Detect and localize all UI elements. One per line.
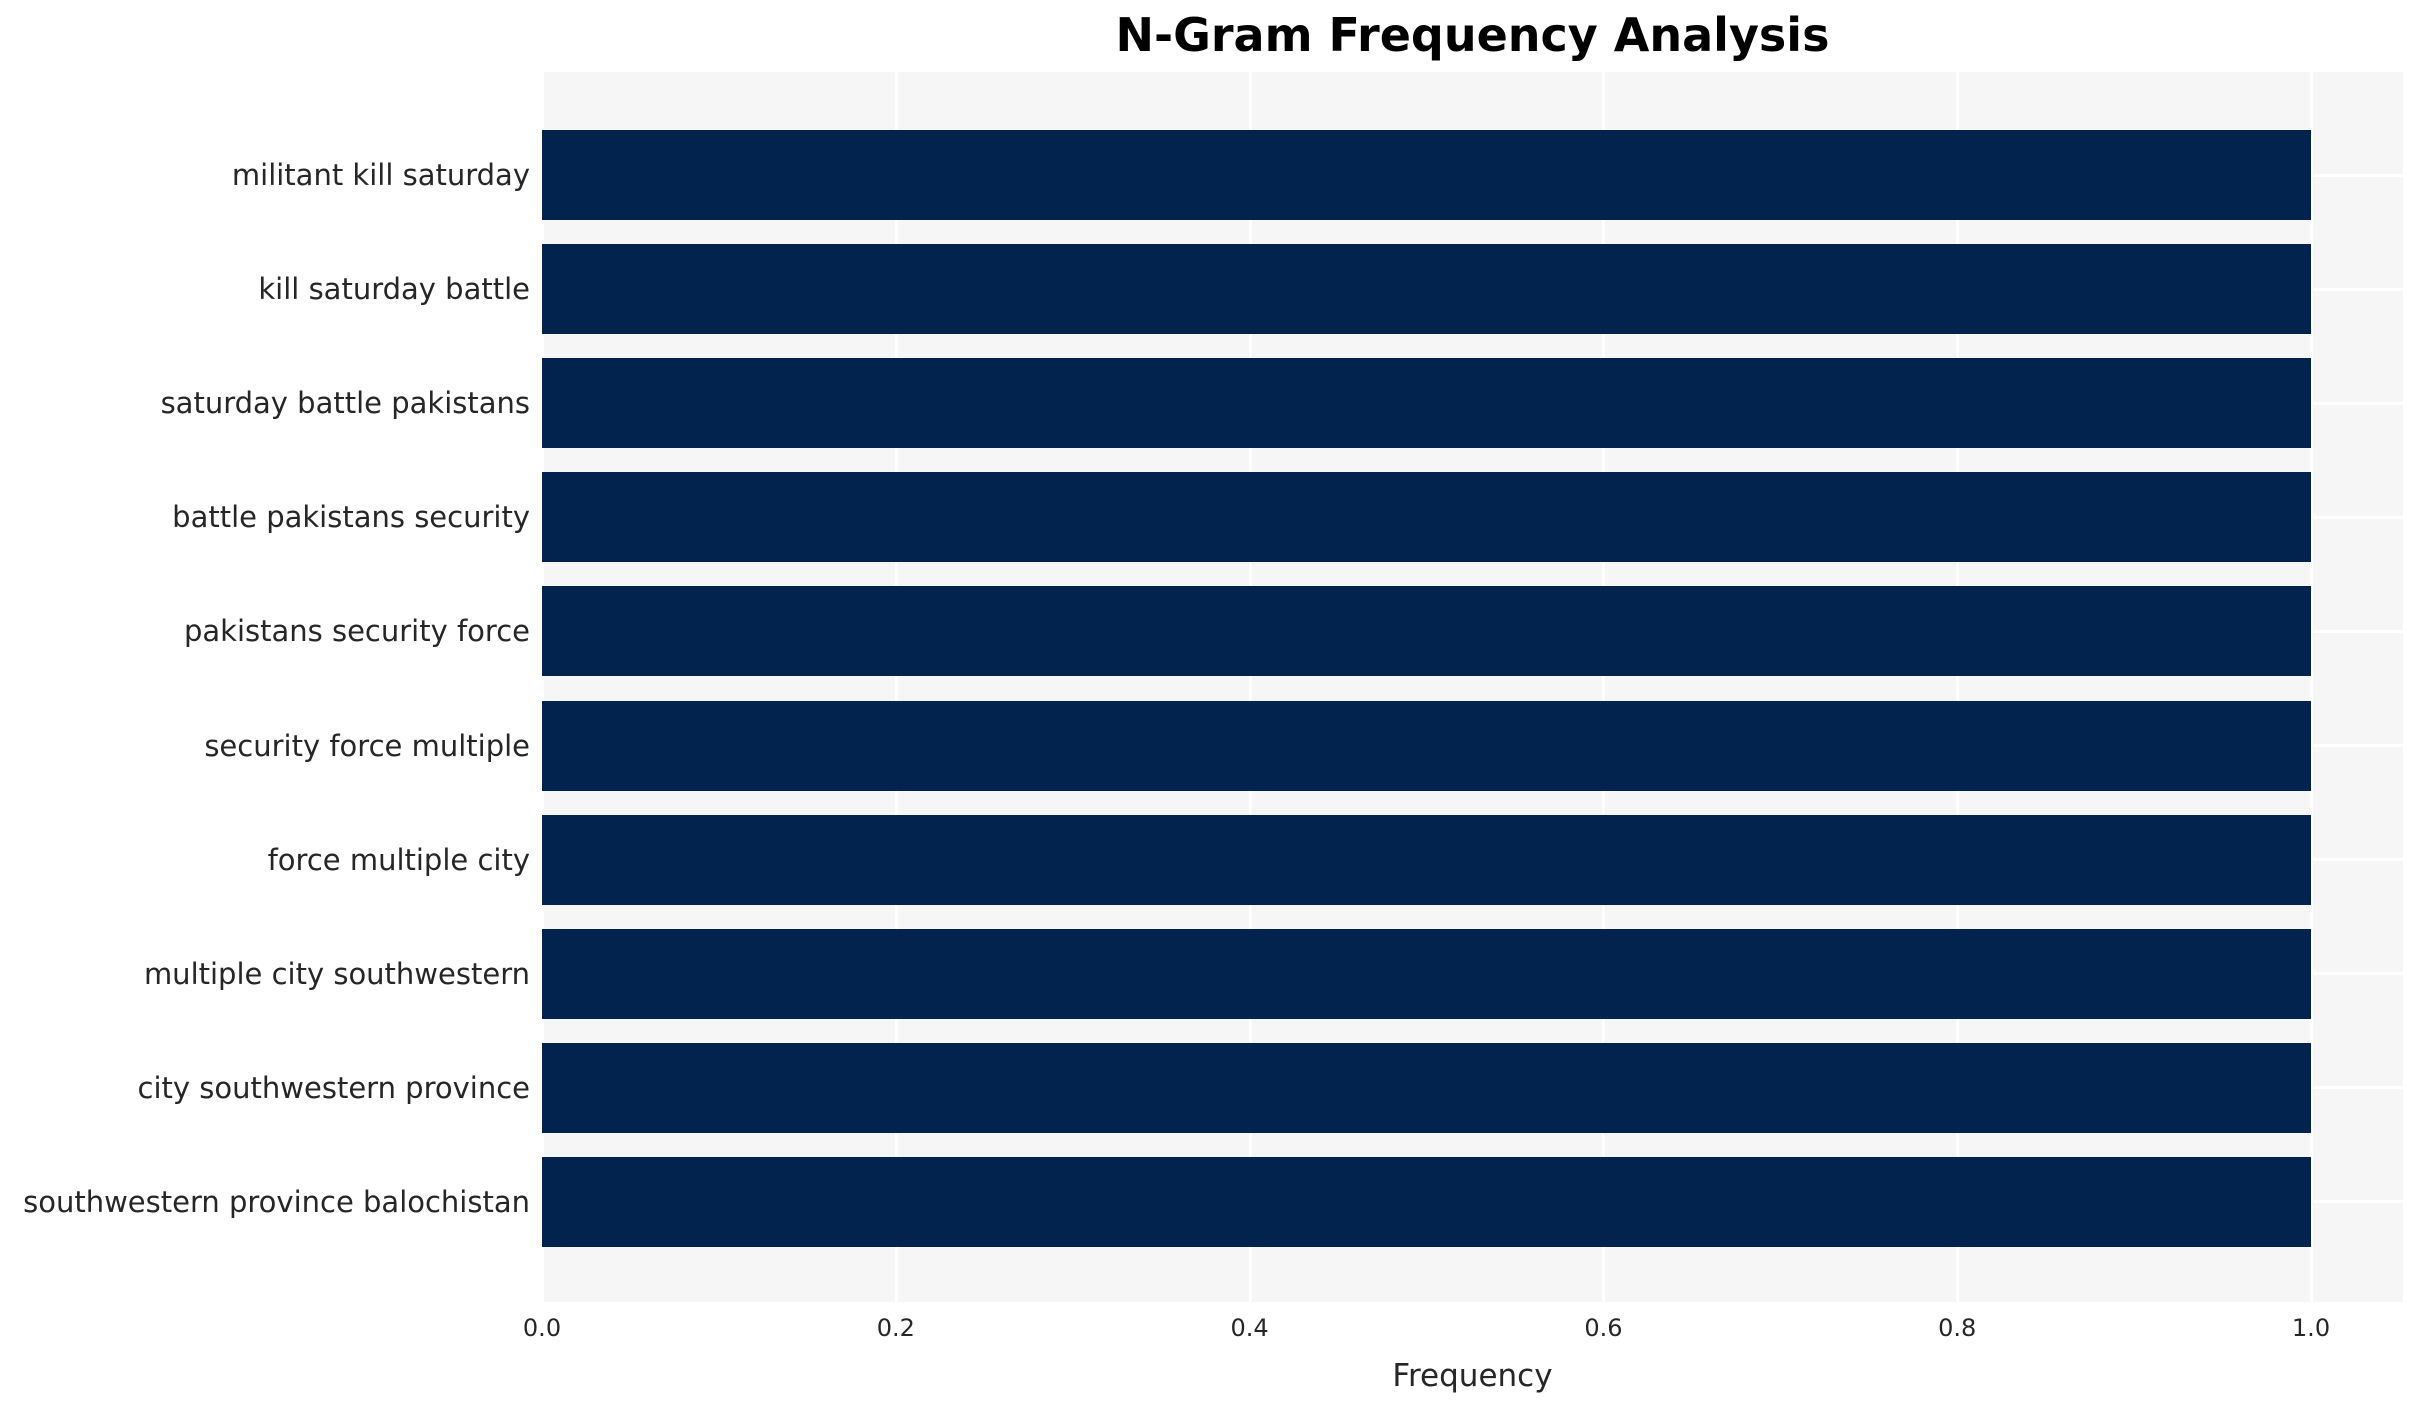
bar [542,130,2311,220]
x-tick-label: 0.8 [1938,1314,1977,1342]
bar [542,814,2311,905]
x-tick-label: 0.6 [1584,1314,1623,1342]
y-axis-label: force multiple city [267,842,530,877]
x-tick-label: 0.4 [1230,1314,1269,1342]
bar [542,244,2311,335]
bar [542,1156,2311,1247]
y-axis-label: southwestern province balochistan [23,1184,530,1219]
y-axis-label: pakistans security force [183,614,530,649]
x-gridline [1248,72,1252,1302]
x-gridline [1602,72,1606,1302]
x-gridline [541,72,544,1302]
bar [542,358,2311,449]
x-gridline [894,72,898,1302]
y-axis-label: city southwestern province [137,1070,530,1105]
y-axis-label: saturday battle pakistans [160,386,530,421]
bar [542,700,2311,791]
bar [542,586,2311,677]
plot-area [541,72,2403,1302]
x-gridline [1956,72,1960,1302]
bar [542,1042,2311,1133]
x-tick-label: 0.2 [876,1314,915,1342]
y-axis-label: security force multiple [204,728,530,763]
x-tick-label: 0.0 [522,1314,562,1342]
chart-title: N-Gram Frequency Analysis [1115,8,1830,62]
x-tick-label: 1.0 [2291,1314,2331,1342]
bar [542,928,2311,1019]
y-axis-label: battle pakistans security [172,500,530,535]
bar [542,472,2311,563]
y-axis-label: kill saturday battle [258,272,530,307]
x-gridline [2310,72,2313,1302]
x-axis-label: Frequency [1392,1358,1553,1394]
y-axis-label: multiple city southwestern [143,956,530,991]
y-axis-label: militant kill saturday [231,158,530,192]
